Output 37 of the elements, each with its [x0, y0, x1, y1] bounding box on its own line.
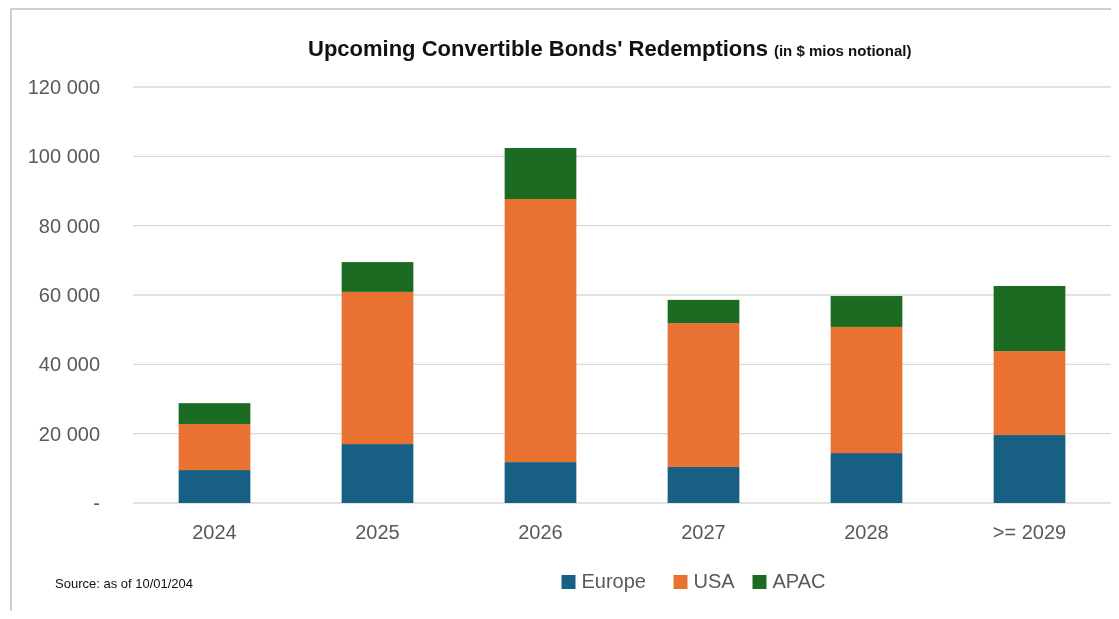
bar: [993, 435, 1066, 503]
bar: [830, 453, 903, 503]
bar: [504, 462, 577, 503]
x-tick-label: 2026: [518, 521, 563, 543]
bar: [667, 299, 740, 324]
y-tick-label: 120 000: [27, 76, 100, 98]
x-tick-label: 2028: [844, 521, 889, 543]
bar: [504, 198, 577, 463]
x-tick-label: 2025: [355, 521, 400, 543]
y-tick-label: 60 000: [38, 284, 100, 306]
bar: [341, 291, 414, 445]
bar: [178, 470, 251, 503]
bar: [830, 296, 903, 327]
bar: [667, 323, 740, 467]
y-tick-label: 100 000: [27, 145, 100, 168]
legend-label: Europe: [581, 570, 646, 592]
x-tick-label: 2027: [681, 521, 726, 543]
legend-label: USA: [693, 570, 736, 592]
legend-label: APAC: [772, 570, 826, 592]
bar: [830, 326, 903, 454]
y-tick-label: 20 000: [38, 422, 100, 445]
chart-subtitle: (in $ mios notional): [773, 42, 912, 59]
bar: [341, 444, 414, 503]
bar: [341, 262, 414, 292]
y-tick-label: 80 000: [38, 214, 100, 237]
chart-title: Upcoming Convertible Bonds' Redemptions: [308, 36, 768, 61]
bar: [504, 148, 577, 199]
bar: [667, 466, 740, 503]
y-tick-label: 40 000: [38, 353, 100, 376]
y-tick-label: -: [93, 492, 100, 514]
bar: [993, 285, 1066, 352]
source-note: Source: as of 10/01/204: [55, 576, 194, 591]
bar: [993, 351, 1066, 436]
x-tick-label: 2024: [192, 521, 237, 543]
x-tick-label: >= 2029: [992, 521, 1067, 543]
bar: [178, 403, 251, 424]
bar: [178, 423, 251, 471]
